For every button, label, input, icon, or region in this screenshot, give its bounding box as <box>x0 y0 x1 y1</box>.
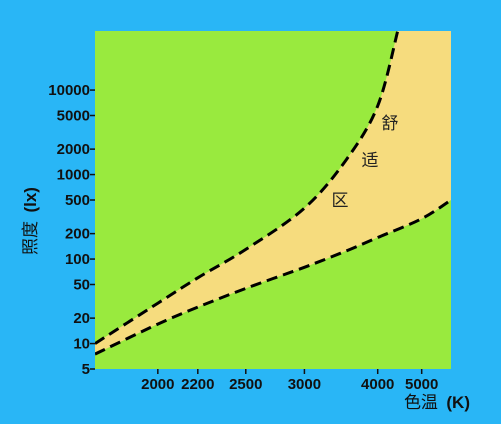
x-tick-label: 3000 <box>288 376 321 393</box>
y-axis-ticks: 5 10 20 50 100 200 500 1000 2000 5000 10000 <box>48 82 95 378</box>
y-tick-label: 50 <box>73 277 90 294</box>
y-tick-label: 500 <box>65 192 90 209</box>
x-axis-title: 色温 (K) <box>404 393 470 413</box>
y-tick-label: 100 <box>65 251 90 268</box>
svg-text:照度 (lx): 照度 (lx) <box>21 187 41 255</box>
y-axis-unit: (lx) <box>21 187 40 213</box>
x-axis-label: 色温 <box>404 393 438 413</box>
x-tick-label: 2200 <box>181 376 214 393</box>
y-tick-label: 20 <box>73 310 90 327</box>
x-tick-label: 4000 <box>361 376 394 393</box>
y-tick-label: 10000 <box>48 82 90 99</box>
comfort-zone-label-3: 区 <box>332 191 349 211</box>
x-tick-label: 2500 <box>229 376 262 393</box>
y-tick-label: 5 <box>82 361 90 378</box>
y-tick-label: 5000 <box>57 108 90 125</box>
y-tick-label: 10 <box>73 336 90 353</box>
comfort-zone-label-1: 舒 <box>382 114 399 134</box>
y-tick-label: 2000 <box>57 141 90 158</box>
y-axis-title: 照度 (lx) <box>21 187 41 255</box>
y-axis-label: 照度 <box>21 221 41 255</box>
x-tick-label: 2000 <box>141 376 174 393</box>
upper-boundary-curve <box>95 31 400 345</box>
lower-boundary-curve <box>95 198 451 356</box>
comfort-zone-label-2: 适 <box>362 151 379 171</box>
y-tick-label: 1000 <box>57 167 90 184</box>
x-tick-label: 5000 <box>405 376 438 393</box>
x-axis-ticks: 2000 2200 2500 3000 4000 5000 <box>141 369 438 393</box>
y-tick-label: 200 <box>65 226 90 243</box>
x-axis-unit: (K) <box>446 393 470 412</box>
